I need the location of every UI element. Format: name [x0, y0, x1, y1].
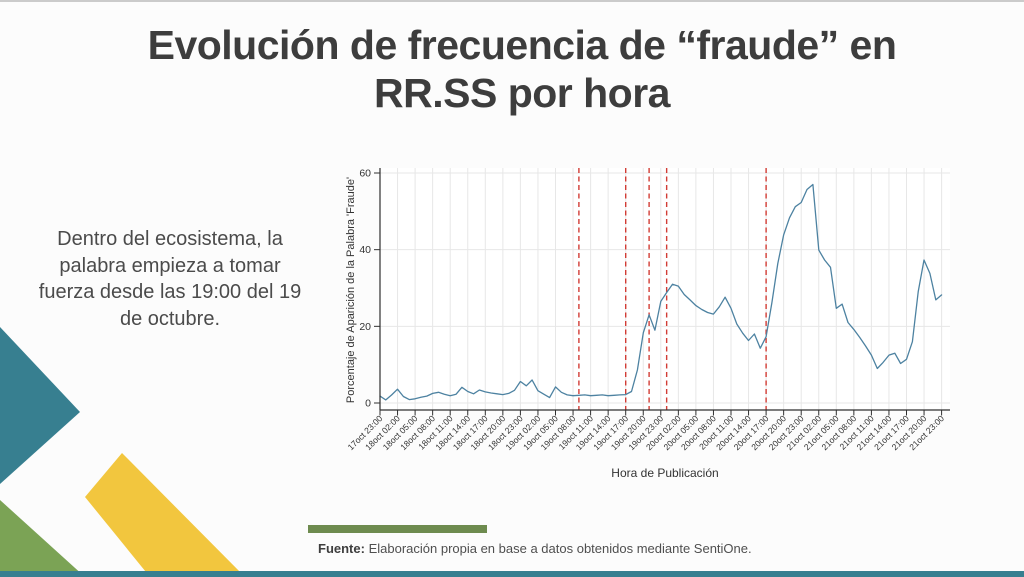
yellow-stripe — [85, 453, 245, 577]
svg-text:Hora de Publicación: Hora de Publicación — [611, 466, 718, 480]
svg-text:20: 20 — [359, 321, 371, 333]
page-title: Evolución de frecuencia de “fraude” en R… — [40, 22, 1004, 117]
green-triangle — [0, 500, 85, 577]
top-border-line — [0, 0, 1024, 2]
svg-text:Porcentaje de Aparición de la: Porcentaje de Aparición de la Palabra 'F… — [345, 177, 357, 403]
footer-source-text: Fuente: Elaboración propia en base a dat… — [318, 541, 752, 556]
page-title-line2: RR.SS por hora — [374, 69, 670, 116]
body-paragraph: Dentro del ecosistema, la palabra empiez… — [38, 228, 302, 330]
teal-triangle — [0, 327, 80, 484]
footer-accent-bar — [308, 525, 487, 533]
svg-text:40: 40 — [359, 244, 371, 256]
bottom-teal-bar — [0, 571, 1024, 577]
svg-text:60: 60 — [359, 168, 371, 180]
svg-text:0: 0 — [365, 398, 371, 410]
fraude-frequency-chart: 0 20 40 60 17oct 23:00 18oct 02:00 18oct 05:00… — [300, 150, 980, 495]
page-title-line1: Evolución de frecuencia de “fraude” en — [147, 22, 897, 68]
footer-source-body: Elaboración propia en base a datos obten… — [364, 541, 752, 556]
footer-source-label: Fuente: — [318, 541, 365, 556]
